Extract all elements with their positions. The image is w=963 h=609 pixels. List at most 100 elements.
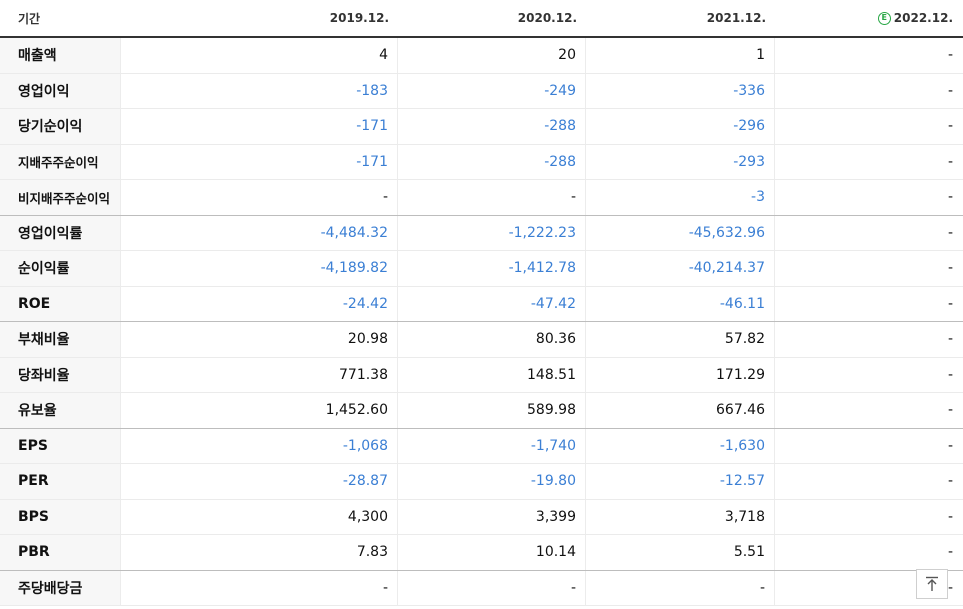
- value-cell: -: [947, 366, 953, 383]
- value-cell: -: [586, 570, 775, 605]
- row-label: ROE: [0, 286, 121, 321]
- value-cell: -: [398, 180, 586, 215]
- value-cell: -: [121, 180, 398, 215]
- row-label: PBR: [0, 535, 121, 570]
- scroll-to-top-button[interactable]: [916, 569, 948, 599]
- value-cell: -: [947, 473, 953, 490]
- value-cell: -19.80: [398, 464, 586, 499]
- row-label: 비지배주주순이익: [0, 180, 121, 215]
- period-header-label: 기간: [0, 0, 121, 36]
- row-label: 당좌비율: [0, 357, 121, 392]
- value-cell: 57.82: [586, 322, 775, 357]
- value-cell: -171: [121, 144, 398, 179]
- table-row: ROE -24.42 -47.42 -46.11 -: [0, 286, 963, 322]
- value-cell: 20.98: [121, 322, 398, 357]
- period-2022: 2022.12.: [893, 11, 953, 25]
- row-label: BPS: [0, 499, 121, 534]
- value-cell: -1,630: [586, 428, 775, 463]
- row-label: 매출액: [0, 38, 121, 73]
- value-cell: 5.51: [586, 535, 775, 570]
- period-2019: 2019.12.: [329, 11, 389, 25]
- table-row: 매출액 4 20 1 -: [0, 38, 963, 74]
- value-cell: -: [947, 437, 953, 454]
- table-row: BPS 4,300 3,399 3,718 -: [0, 499, 963, 535]
- table-row: PBR 7.83 10.14 5.51 -: [0, 535, 963, 571]
- table-row: 당기순이익 -171 -288 -296 -: [0, 109, 963, 145]
- table-row: 주당배당금 - - - -: [0, 570, 963, 606]
- row-label: 영업이익률: [0, 215, 121, 250]
- row-label: 유보율: [0, 393, 121, 428]
- value-cell: -: [947, 153, 953, 170]
- table-row: 당좌비율 771.38 148.51 171.29 -: [0, 357, 963, 393]
- estimate-badge-icon: E: [877, 11, 891, 25]
- value-cell: -1,740: [398, 428, 586, 463]
- table-row: 영업이익 -183 -249 -336 -: [0, 73, 963, 109]
- value-cell: -28.87: [121, 464, 398, 499]
- value-cell: 148.51: [398, 357, 586, 392]
- value-cell: 7.83: [121, 535, 398, 570]
- row-label: 지배주주순이익: [0, 144, 121, 179]
- table-row: 유보율 1,452.60 589.98 667.46 -: [0, 393, 963, 429]
- value-cell: 771.38: [121, 357, 398, 392]
- value-cell: -24.42: [121, 286, 398, 321]
- value-cell: -1,412.78: [398, 251, 586, 286]
- value-cell: -46.11: [586, 286, 775, 321]
- period-2021: 2021.12.: [706, 11, 766, 25]
- value-cell: -: [947, 189, 953, 206]
- value-cell: -: [947, 295, 953, 312]
- row-label: EPS: [0, 428, 121, 463]
- value-cell: -40,214.37: [586, 251, 775, 286]
- value-cell: 80.36: [398, 322, 586, 357]
- value-cell: 1,452.60: [121, 393, 398, 428]
- value-cell: 1: [586, 38, 775, 73]
- value-cell: -: [121, 570, 398, 605]
- value-cell: -171: [121, 109, 398, 144]
- value-cell: -: [398, 570, 586, 605]
- value-cell: -4,189.82: [121, 251, 398, 286]
- value-cell: -: [947, 508, 953, 525]
- value-cell: -12.57: [586, 464, 775, 499]
- value-cell: -: [947, 402, 953, 419]
- value-cell: -: [947, 579, 953, 596]
- value-cell: -1,068: [121, 428, 398, 463]
- value-cell: 10.14: [398, 535, 586, 570]
- period-2022-estimate: E 2022.12.: [775, 0, 963, 36]
- value-cell: 667.46: [586, 393, 775, 428]
- value-cell: 20: [398, 38, 586, 73]
- row-label: PER: [0, 464, 121, 499]
- table-row: 순이익률 -4,189.82 -1,412.78 -40,214.37 -: [0, 251, 963, 287]
- row-label: 순이익률: [0, 251, 121, 286]
- value-cell: -45,632.96: [586, 215, 775, 250]
- table-row: EPS -1,068 -1,740 -1,630 -: [0, 428, 963, 464]
- value-cell: -336: [586, 73, 775, 108]
- row-label: 당기순이익: [0, 109, 121, 144]
- value-cell: -249: [398, 73, 586, 108]
- period-2020: 2020.12.: [517, 11, 577, 25]
- table-row: 부채비율 20.98 80.36 57.82 -: [0, 322, 963, 358]
- table-row: PER -28.87 -19.80 -12.57 -: [0, 464, 963, 500]
- value-cell: 3,718: [586, 499, 775, 534]
- value-cell: -: [947, 82, 953, 99]
- value-cell: 3,399: [398, 499, 586, 534]
- value-cell: -1,222.23: [398, 215, 586, 250]
- value-cell: -: [947, 260, 953, 277]
- row-label: 영업이익: [0, 73, 121, 108]
- value-cell: -: [947, 47, 953, 64]
- value-cell: -: [947, 544, 953, 561]
- row-label: 주당배당금: [0, 570, 121, 605]
- value-cell: -293: [586, 144, 775, 179]
- table-row: 비지배주주순이익 - - -3-: [0, 180, 963, 216]
- value-cell: -: [947, 118, 953, 135]
- value-cell: -183: [121, 73, 398, 108]
- value-cell: 589.98: [398, 393, 586, 428]
- value-cell: -4,484.32: [121, 215, 398, 250]
- value-cell: -296: [586, 109, 775, 144]
- value-cell: 171.29: [586, 357, 775, 392]
- value-cell: 4,300: [121, 499, 398, 534]
- value-cell: -: [947, 331, 953, 348]
- table-row: 지배주주순이익 -171 -288 -293 -: [0, 144, 963, 180]
- arrow-up-to-top-icon: [926, 576, 938, 591]
- row-label: 부채비율: [0, 322, 121, 357]
- value-cell: -3: [586, 180, 775, 215]
